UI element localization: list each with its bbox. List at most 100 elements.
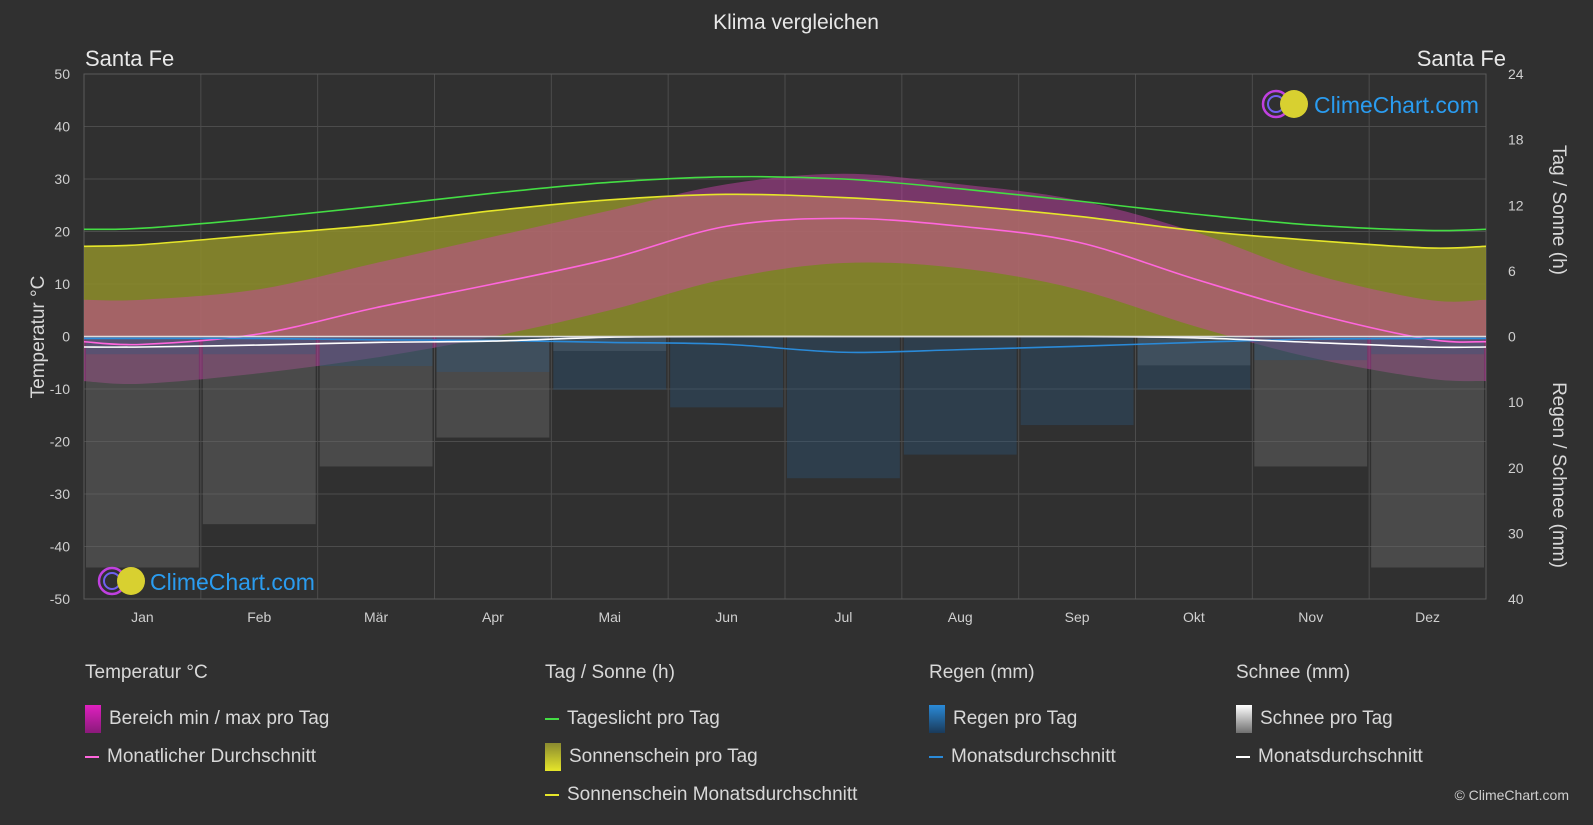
left-tick-label: 10 [54, 276, 70, 292]
month-tick-label: Mär [364, 609, 388, 625]
legend-item-label: Monatsdurchschnitt [951, 746, 1116, 767]
daylight-line [83, 175, 1487, 232]
legend-item: Regen pro Tag [929, 700, 1116, 738]
line-swatch [929, 756, 943, 758]
rain-bar [670, 336, 783, 408]
left-axis-label: Temperatur °C [28, 276, 49, 399]
location-left: Santa Fe [85, 46, 174, 71]
month-tick-label: Feb [247, 609, 271, 625]
left-tick-label: 0 [62, 329, 70, 345]
snow-bar [86, 336, 199, 568]
left-tick-label: -30 [50, 486, 70, 502]
chart-title: Klima vergleichen [713, 11, 879, 34]
rain-bar [787, 336, 900, 479]
right-top-tick-label: 24 [1508, 66, 1524, 82]
series-lines [83, 175, 1487, 354]
right-top-tick-label: 0 [1508, 329, 1516, 345]
right-axis-top-label: Tag / Sonne (h) [1548, 145, 1569, 275]
month-tick-label: Okt [1183, 609, 1205, 625]
brand-logo-top: ClimeChart.com [1261, 89, 1479, 119]
legend-snow: Schnee (mm) Schnee pro Tag Monatsdurchsc… [1236, 662, 1423, 776]
rain-avg-line [83, 337, 1487, 354]
month-tick-label: Jun [715, 609, 738, 625]
right-top-tick-label: 6 [1508, 263, 1516, 279]
legend-item: Bereich min / max pro Tag [85, 700, 329, 738]
rain-bar [1371, 336, 1484, 355]
left-tick-label: 50 [54, 66, 70, 82]
legend-item: Sonnenschein pro Tag [545, 738, 857, 776]
snow-swatch [1236, 705, 1252, 733]
snow-bar [1371, 336, 1484, 568]
month-tick-label: Nov [1298, 609, 1323, 625]
month-tick-label: Apr [482, 609, 504, 625]
month-tick-label: Aug [948, 609, 973, 625]
snow-bar [553, 336, 667, 351]
copyright: © ClimeChart.com [1454, 787, 1569, 803]
right-bottom-tick-label: 20 [1508, 460, 1524, 476]
month-tick-label: Dez [1415, 609, 1440, 625]
right-bottom-tick-label: 10 [1508, 394, 1524, 410]
sunshine-swatch [545, 743, 561, 771]
left-tick-label: -10 [50, 381, 70, 397]
range-swatch [85, 705, 101, 733]
legend-item: Monatsdurchschnitt [1236, 738, 1423, 776]
legend-header: Tag / Sonne (h) [545, 662, 675, 683]
legend-item-label: Monatlicher Durchschnitt [107, 746, 317, 767]
legend-sun: Tag / Sonne (h) Tageslicht pro Tag Sonne… [545, 662, 857, 814]
legend-item-label: Sonnenschein Monatsdurchschnitt [567, 784, 858, 805]
rain-bar [1254, 336, 1368, 361]
left-tick-label: 20 [54, 224, 70, 240]
right-axis-bottom-label: Regen / Schnee (mm) [1548, 382, 1569, 568]
rain-bar [1137, 336, 1251, 390]
line-swatch [545, 794, 559, 796]
right-top-tick-label: 12 [1508, 197, 1524, 213]
legend-item-label: Schnee pro Tag [1260, 708, 1393, 729]
legend-item-label: Monatsdurchschnitt [1258, 746, 1423, 767]
right-top-tick-label: 18 [1508, 132, 1524, 148]
climechart-logo-icon [97, 566, 145, 596]
legend-rain: Regen (mm) Regen pro Tag Monatsdurchschn… [929, 662, 1116, 776]
legend-item-label: Tageslicht pro Tag [567, 708, 720, 729]
legend-item: Tageslicht pro Tag [545, 700, 857, 738]
rain-bar [553, 336, 667, 390]
sunshine-fill [84, 194, 1486, 337]
legend-header: Regen (mm) [929, 662, 1035, 683]
rain-bar [319, 336, 433, 367]
axes: 50 40 30 20 10 0 -10 -20 -30 -40 -50 24 18 12 6 0 10 20 30… [50, 66, 1524, 625]
location-right: Santa Fe [1417, 46, 1506, 71]
snow-bar [436, 336, 550, 438]
month-tick-label: Mai [598, 609, 621, 625]
line-swatch [545, 718, 559, 720]
brand-name-bottom: ClimeChart.com [150, 569, 315, 595]
temperature-range-fill [84, 173, 1486, 385]
left-tick-label: 30 [54, 171, 70, 187]
month-tick-label: Sep [1065, 609, 1090, 625]
left-tick-label: -40 [50, 539, 70, 555]
line-swatch [85, 756, 99, 758]
line-swatch [1236, 756, 1250, 758]
brand-logo-bottom: ClimeChart.com [97, 566, 315, 596]
legend-item: Sonnenschein Monatsdurchschnitt [545, 776, 857, 814]
month-tick-label: Jan [131, 609, 154, 625]
snow-bar [319, 336, 433, 467]
temperature-avg-line [83, 217, 1487, 346]
rain-bar [903, 336, 1017, 455]
temperature-range-area [84, 173, 1486, 385]
month-tick-label: Jul [834, 609, 852, 625]
legend-item: Monatlicher Durchschnitt [85, 738, 329, 776]
snow-bar [202, 336, 316, 525]
right-bottom-tick-label: 40 [1508, 591, 1524, 607]
legend-item-label: Bereich min / max pro Tag [109, 708, 330, 729]
sunshine-area [84, 194, 1486, 337]
left-tick-label: 40 [54, 119, 70, 135]
right-bottom-tick-label: 30 [1508, 525, 1524, 541]
precipitation-area [86, 336, 1484, 568]
sunshine-avg-line [83, 193, 1487, 249]
rain-swatch [929, 705, 945, 733]
legend-item-label: Sonnenschein pro Tag [569, 746, 758, 767]
climechart-logo-icon [1261, 89, 1308, 119]
legend-header: Schnee (mm) [1236, 662, 1351, 683]
rain-bar [86, 336, 199, 355]
left-tick-label: -50 [50, 591, 70, 607]
